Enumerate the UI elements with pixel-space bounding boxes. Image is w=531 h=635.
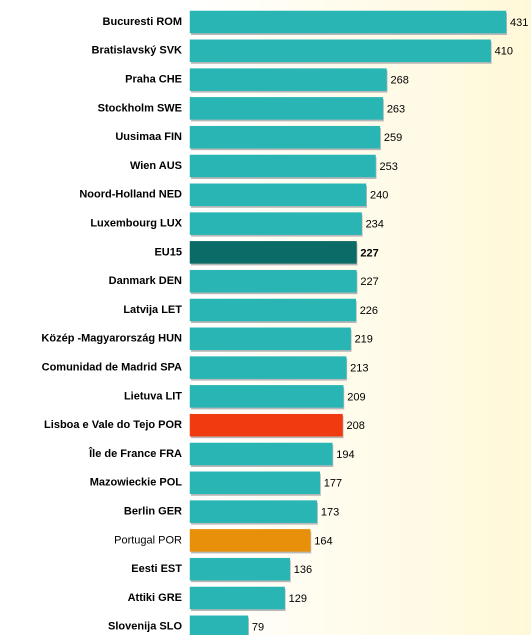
bar: [189, 298, 356, 322]
category-label: Lisboa e Vale do Tejo POR: [44, 419, 182, 431]
category-label: Praha CHE: [125, 74, 182, 86]
value-label: 253: [379, 161, 397, 173]
category-label: Luxembourg LUX: [90, 218, 182, 230]
bar: [189, 586, 285, 610]
bar: [189, 39, 491, 63]
bar: [189, 413, 343, 437]
bar: [189, 500, 318, 523]
value-label: 173: [321, 507, 339, 519]
category-label: Latvija LET: [123, 304, 182, 316]
category-label: Lietuva LIT: [124, 390, 182, 402]
value-label: 226: [360, 305, 378, 317]
category-label: Attiki GRE: [128, 592, 182, 604]
bar: [189, 125, 381, 149]
bar: [189, 471, 321, 495]
bar: [189, 269, 357, 293]
bar: [189, 154, 376, 178]
bar: [189, 615, 249, 635]
category-label: Portugal POR: [114, 534, 182, 546]
value-label: 177: [324, 478, 342, 490]
value-label: 194: [336, 449, 354, 461]
value-label: 410: [495, 46, 513, 58]
category-label: Île de France FRA: [88, 447, 182, 460]
value-label: 227: [360, 276, 378, 288]
category-label: Noord-Holland NED: [79, 189, 182, 201]
bar: [189, 241, 357, 264]
value-label: 240: [370, 190, 388, 202]
category-label: Bucuresti ROM: [103, 16, 182, 28]
category-label: Slovenija SLO: [108, 621, 182, 633]
category-label: Stockholm SWE: [98, 102, 182, 114]
value-label: 136: [294, 564, 312, 576]
bar: [189, 212, 362, 235]
bar: [189, 529, 311, 552]
value-label: 164: [314, 535, 332, 547]
bar: [189, 356, 347, 379]
value-label: 268: [390, 75, 408, 87]
category-label: Közép -Magyarország HUN: [41, 333, 182, 345]
category-label: EU15: [154, 246, 182, 258]
category-label: Danmark DEN: [109, 275, 182, 287]
value-label: 234: [366, 219, 384, 231]
bar: [189, 327, 351, 351]
bar: [189, 442, 333, 466]
category-label: Uusimaa FIN: [115, 131, 182, 143]
value-label: 208: [347, 420, 365, 432]
value-label: 219: [355, 334, 373, 346]
value-label: 259: [384, 132, 402, 144]
value-label: 213: [350, 363, 368, 375]
bar: [189, 557, 290, 581]
bar: [189, 97, 384, 120]
value-label: 431: [510, 17, 528, 29]
category-label: Eesti EST: [131, 563, 182, 575]
value-label: 227: [360, 247, 378, 259]
value-label: 209: [347, 391, 365, 403]
category-label: Berlin GER: [124, 506, 182, 518]
bar: [189, 10, 507, 34]
bar: [189, 385, 344, 408]
category-label: Wien AUS: [130, 160, 182, 172]
bar: [189, 68, 387, 91]
value-label: 129: [289, 593, 307, 605]
category-label: Mazowieckie POL: [90, 477, 183, 489]
bar: [189, 183, 367, 207]
category-label: Bratislavský SVK: [92, 45, 183, 57]
category-label: Comunidad de Madrid SPA: [42, 362, 182, 374]
value-label: 79: [252, 622, 264, 634]
value-label: 263: [387, 103, 405, 115]
